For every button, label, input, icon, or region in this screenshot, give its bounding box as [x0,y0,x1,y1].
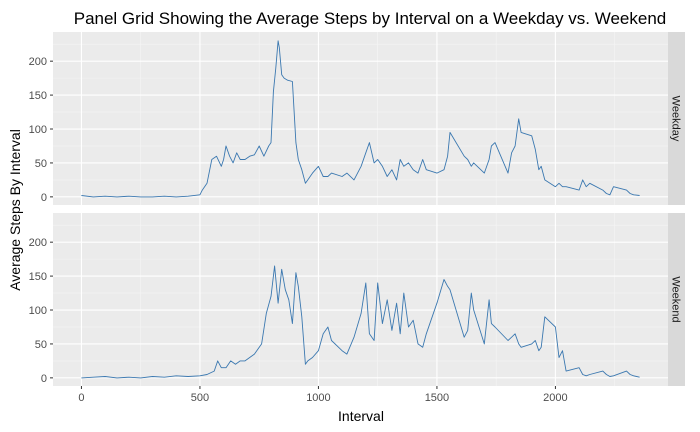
facet-strip [668,213,685,386]
series-line-weekday [81,40,640,198]
y-tick-label: 0 [41,373,47,385]
x-tick-label: 2000 [543,392,567,404]
facet-strip [668,32,685,205]
y-tick-label: 100 [29,305,47,317]
panel-background [53,32,668,205]
x-tick-label: 1000 [306,392,330,404]
x-axis: 0 500 1000 1500 2000 [78,386,568,404]
facet-strip-label: Weekend [670,276,682,322]
x-axis-title: Interval [338,408,384,424]
plot-layer: 0 50 100 150 200 Weekday 0 50 100 150 200 Weekend 0 5… [29,32,685,404]
x-tick-label: 1500 [425,392,449,404]
series-line-weekend [81,265,640,379]
panel-background [53,213,668,386]
y-tick-label: 200 [29,56,47,68]
y-tick-label: 200 [29,237,47,249]
y-tick-label: 100 [29,124,47,136]
y-tick-label: 50 [35,339,47,351]
y-tick-label: 150 [29,90,47,102]
y-tick-label: 50 [35,158,47,170]
panel-weekend: 0 50 100 150 200 Weekend [29,213,685,386]
facet-strip-label: Weekday [670,96,682,142]
x-tick-label: 500 [191,392,209,404]
y-axis-title: Average Steps By Interval [7,129,23,291]
y-tick-label: 150 [29,271,47,283]
panel-weekday: 0 50 100 150 200 Weekday [29,32,685,205]
chart-title: Panel Grid Showing the Average Steps by … [74,9,667,28]
x-tick-label: 0 [78,392,84,404]
y-tick-label: 0 [41,192,47,204]
